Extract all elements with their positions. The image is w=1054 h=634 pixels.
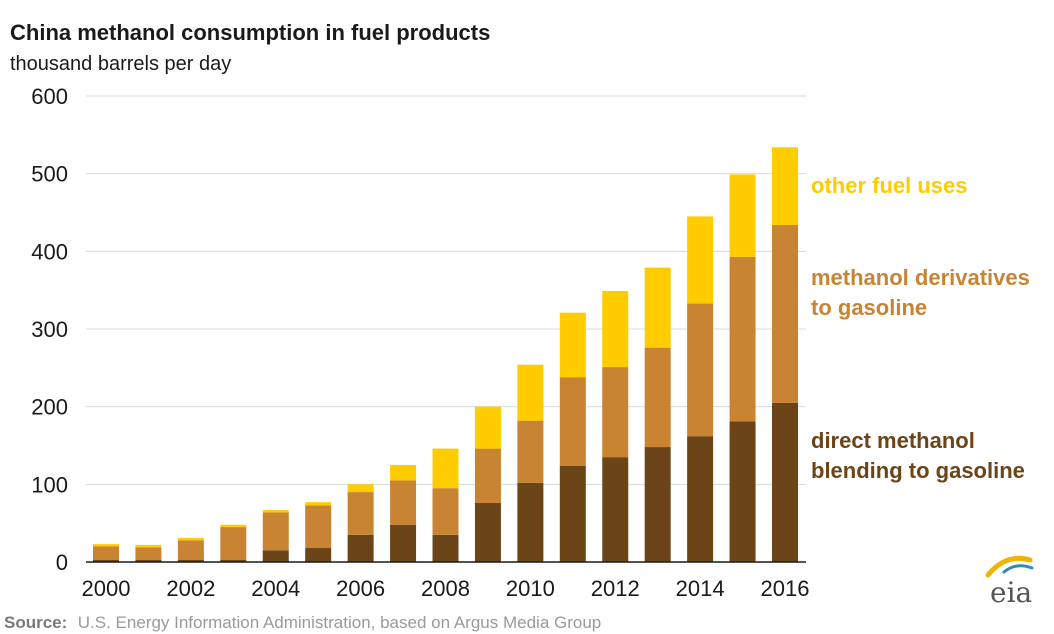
source-line: Source: U.S. Energy Information Administ… — [4, 613, 601, 632]
x-tick-label-2004: 2004 — [251, 576, 300, 601]
bar-2000-series-0 — [93, 559, 119, 562]
bar-2001-series-2 — [135, 544, 162, 548]
y-axis-tick-labels: 0 100 200 300 400 500 600 — [31, 84, 68, 575]
eia-logo-arc-blue — [1002, 564, 1034, 574]
y-tick-label-600: 600 — [31, 84, 68, 109]
bar-2009-series-2 — [474, 406, 501, 449]
y-tick-label-100: 100 — [31, 472, 68, 497]
legend-direct-line-2: blending to gasoline — [811, 458, 1025, 483]
gridlines — [86, 95, 806, 485]
legend-derivatives-line-1: methanol derivatives — [811, 265, 1030, 290]
bar-2014-series-0 — [687, 436, 714, 562]
bar-2006-series-2 — [347, 484, 374, 493]
bar-2012-series-2 — [602, 290, 629, 368]
bar-2003-series-0 — [220, 559, 247, 562]
bar-2016-series-0 — [772, 402, 798, 562]
bar-2013-series-0 — [644, 447, 671, 562]
bar-2013-series-2 — [644, 267, 671, 348]
bar-2004-series-1 — [262, 512, 289, 551]
y-tick-label-500: 500 — [31, 162, 68, 187]
eia-logo-text: eia — [990, 576, 1032, 609]
bar-2012-series-1 — [602, 367, 629, 458]
bar-2003-series-2 — [220, 524, 247, 528]
source-text: U.S. Energy Information Administration, … — [78, 613, 602, 632]
bar-2014-series-2 — [687, 216, 714, 304]
x-tick-label-2014: 2014 — [676, 576, 725, 601]
x-tick-label-2010: 2010 — [506, 576, 555, 601]
x-tick-label-2006: 2006 — [336, 576, 385, 601]
bar-2010-series-1 — [517, 420, 544, 483]
bar-2004-series-2 — [262, 509, 289, 513]
legend-other-fuel-uses: other fuel uses — [811, 173, 967, 198]
x-tick-label-2016: 2016 — [761, 576, 810, 601]
chart-title: China methanol consumption in fuel produ… — [10, 20, 490, 45]
bar-2013-series-1 — [644, 347, 671, 448]
legend-direct-methanol-blending: direct methanol blending to gasoline — [811, 428, 1025, 483]
bar-2010-series-0 — [517, 482, 544, 562]
bar-2002-series-0 — [177, 559, 204, 562]
bar-2005-series-0 — [305, 548, 332, 562]
bar-2004-series-0 — [262, 550, 289, 562]
x-tick-label-2012: 2012 — [591, 576, 640, 601]
bar-2015-series-2 — [729, 174, 756, 257]
bar-2000-series-1 — [93, 546, 119, 560]
bar-2016-series-1 — [772, 224, 798, 403]
eia-logo-icon: eia — [985, 555, 1034, 609]
x-tick-label-2000: 2000 — [82, 576, 131, 601]
bar-2009-series-0 — [474, 502, 501, 562]
bar-2006-series-1 — [347, 492, 374, 535]
y-tick-label-0: 0 — [56, 550, 68, 575]
bars — [93, 147, 798, 562]
bar-2007-series-0 — [390, 524, 417, 562]
bar-2008-series-2 — [432, 448, 459, 489]
bar-2015-series-0 — [729, 421, 756, 562]
x-axis-tick-labels: 2000 2002 2004 2006 2008 2010 2012 2014 2016 — [82, 576, 810, 601]
bar-2008-series-0 — [432, 534, 459, 562]
bar-2014-series-1 — [687, 303, 714, 437]
bar-2006-series-0 — [347, 534, 374, 562]
legend-other-line-1: other fuel uses — [811, 173, 967, 198]
eia-logo-arc-yellow — [985, 555, 1033, 578]
source-label: Source: — [4, 613, 67, 632]
bar-2002-series-2 — [177, 537, 204, 541]
bar-2002-series-1 — [177, 540, 204, 560]
y-tick-label-200: 200 — [31, 395, 68, 420]
legend-derivatives-line-2: to gasoline — [811, 295, 927, 320]
bar-2007-series-2 — [390, 464, 417, 481]
bar-2000-series-2 — [93, 544, 119, 547]
bar-2003-series-1 — [220, 527, 247, 560]
y-tick-label-300: 300 — [31, 317, 68, 342]
bar-2012-series-0 — [602, 457, 629, 562]
chart-subtitle: thousand barrels per day — [10, 53, 231, 75]
x-tick-label-2008: 2008 — [421, 576, 470, 601]
legend-direct-line-1: direct methanol — [811, 428, 975, 453]
legend: other fuel uses methanol derivatives to … — [811, 173, 1036, 483]
legend-methanol-derivatives: methanol derivatives to gasoline — [811, 265, 1036, 320]
bar-2009-series-1 — [474, 448, 501, 503]
bar-2007-series-1 — [390, 480, 417, 525]
bar-2005-series-1 — [305, 505, 332, 549]
bar-2016-series-2 — [772, 147, 798, 225]
bar-2001-series-0 — [135, 559, 162, 562]
bar-2011-series-2 — [559, 312, 586, 378]
bar-2011-series-1 — [559, 377, 586, 466]
bar-2011-series-0 — [559, 465, 586, 562]
bar-2001-series-1 — [135, 547, 162, 560]
bar-2008-series-1 — [432, 488, 459, 535]
bar-2015-series-1 — [729, 256, 756, 422]
y-tick-label-400: 400 — [31, 239, 68, 264]
bar-2010-series-2 — [517, 364, 544, 421]
bar-2005-series-2 — [305, 502, 332, 506]
x-tick-label-2002: 2002 — [166, 576, 215, 601]
